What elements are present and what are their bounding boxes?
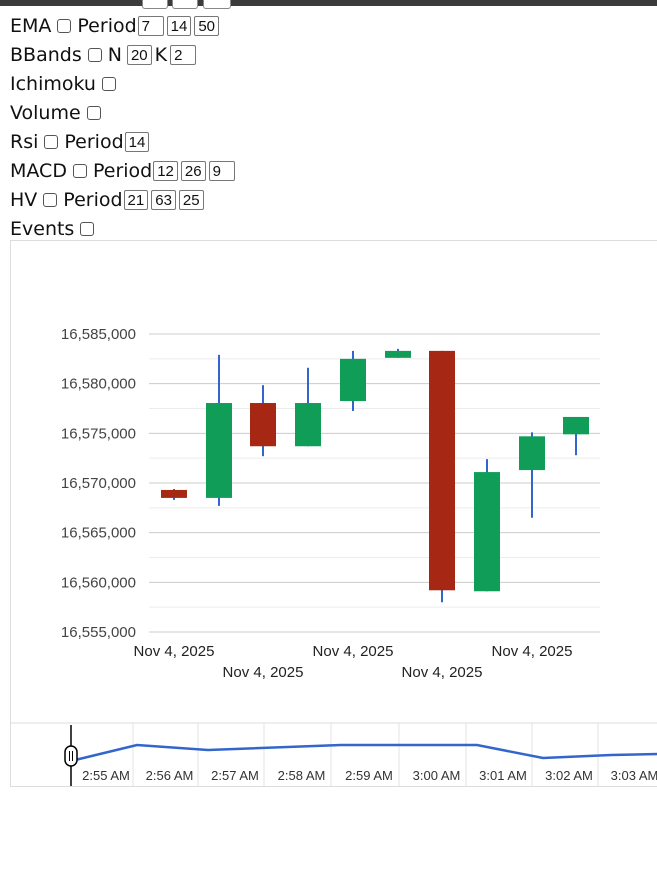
navigator-time-label: 2:55 AM bbox=[82, 768, 130, 783]
candle bbox=[474, 459, 500, 592]
param-input[interactable]: 21 bbox=[123, 189, 149, 210]
indicator-controls: EMA Period 7 14 50 BBands N 20 K 2 Ichimoku Volume R… bbox=[10, 11, 238, 243]
param-input[interactable]: 7 bbox=[137, 15, 164, 36]
candlestick-chart: 16,585,000 16,580,000 16,575,000 16,570,000… bbox=[11, 326, 657, 786]
candle bbox=[563, 416, 589, 456]
candle bbox=[206, 354, 232, 506]
param-input[interactable]: 63 bbox=[151, 189, 176, 210]
y-tick-label: 16,565,000 bbox=[61, 525, 136, 542]
candle-body bbox=[429, 350, 455, 591]
param-input[interactable]: 12 bbox=[153, 160, 178, 181]
indicator-checkbox[interactable] bbox=[57, 18, 72, 33]
param-input[interactable]: 50 bbox=[194, 15, 220, 36]
indicator-checkbox[interactable] bbox=[87, 47, 102, 62]
indicator-label: Volume bbox=[10, 101, 81, 124]
param-input[interactable]: 26 bbox=[180, 160, 206, 181]
navigator-series-line bbox=[70, 743, 657, 763]
param-input[interactable]: 25 bbox=[178, 189, 204, 210]
candle-body bbox=[519, 436, 545, 471]
candle bbox=[250, 385, 276, 457]
indicator-checkbox[interactable] bbox=[43, 192, 58, 207]
indicator-checkbox[interactable] bbox=[72, 163, 87, 178]
x-tick-label: Nov 4, 2025 bbox=[223, 664, 304, 681]
top-bar bbox=[0, 0, 657, 6]
indicator-label: Events bbox=[10, 217, 75, 240]
indicator-label: MACD bbox=[10, 159, 67, 182]
candle bbox=[519, 432, 545, 518]
navigator-time-label: 2:56 AM bbox=[146, 768, 194, 783]
navigator-time-label: 2:59 AM bbox=[345, 768, 393, 783]
navigator-time-label: 3:03 AM bbox=[611, 768, 657, 783]
indicator-row-bbands: BBands N 20 K 2 bbox=[10, 40, 238, 69]
indicator-label: BBands bbox=[10, 43, 82, 66]
x-tick-label: Nov 4, 2025 bbox=[134, 643, 215, 660]
candle-body bbox=[295, 403, 321, 447]
indicator-row-ema: EMA Period 7 14 50 bbox=[10, 11, 238, 40]
indicator-label: Ichimoku bbox=[10, 72, 96, 95]
candle bbox=[385, 348, 411, 358]
indicator-label: EMA bbox=[10, 14, 52, 37]
candle bbox=[161, 488, 187, 500]
y-tick-label: 16,575,000 bbox=[61, 425, 136, 442]
indicator-row-volume: Volume bbox=[10, 98, 238, 127]
y-tick-label: 16,585,000 bbox=[61, 326, 136, 343]
indicator-label: HV bbox=[10, 188, 38, 211]
param-label: K bbox=[154, 43, 168, 66]
candle-body bbox=[250, 403, 276, 447]
indicator-checkbox[interactable] bbox=[86, 105, 101, 120]
candle bbox=[295, 367, 321, 447]
input-partial bbox=[203, 0, 231, 9]
y-tick-label: 16,560,000 bbox=[61, 574, 136, 591]
x-tick-label: Nov 4, 2025 bbox=[313, 643, 394, 660]
y-tick-label: 16,555,000 bbox=[61, 624, 136, 641]
candle-body bbox=[563, 416, 589, 435]
candle-body bbox=[474, 472, 500, 592]
x-tick-label: Nov 4, 2025 bbox=[402, 664, 483, 681]
indicator-row-rsi: Rsi Period 14 bbox=[10, 127, 238, 156]
param-input[interactable]: 20 bbox=[126, 44, 152, 65]
param-input[interactable]: 14 bbox=[124, 131, 150, 152]
navigator-time-label: 2:58 AM bbox=[278, 768, 326, 783]
navigator-time-label: 2:57 AM bbox=[211, 768, 259, 783]
candle-body bbox=[206, 403, 232, 498]
indicator-checkbox[interactable] bbox=[44, 134, 59, 149]
candle-body bbox=[340, 358, 366, 402]
param-input[interactable]: 9 bbox=[208, 160, 235, 181]
candle bbox=[340, 350, 366, 411]
navigator-time-label: 3:02 AM bbox=[545, 768, 593, 783]
y-tick-label: 16,570,000 bbox=[61, 475, 136, 492]
input-partial bbox=[172, 0, 198, 9]
param-input[interactable]: 14 bbox=[166, 15, 192, 36]
navigator-time-label: 3:01 AM bbox=[479, 768, 527, 783]
indicator-row-ichimoku: Ichimoku bbox=[10, 69, 238, 98]
indicator-row-events: Events bbox=[10, 214, 238, 243]
candle-body bbox=[161, 489, 187, 498]
param-input[interactable]: 2 bbox=[170, 44, 197, 65]
indicator-label: Rsi bbox=[10, 130, 39, 153]
indicator-checkbox[interactable] bbox=[80, 221, 95, 236]
indicator-checkbox[interactable] bbox=[101, 76, 116, 91]
indicator-row-macd: MACD Period 12 26 9 bbox=[10, 156, 238, 185]
indicator-row-hv: HV Period 21 63 25 bbox=[10, 185, 238, 214]
candle bbox=[429, 350, 455, 603]
candle-body bbox=[385, 350, 411, 358]
param-label: N bbox=[107, 43, 122, 66]
x-tick-label: Nov 4, 2025 bbox=[492, 643, 573, 660]
y-tick-label: 16,580,000 bbox=[61, 376, 136, 393]
param-label: Period bbox=[64, 130, 124, 153]
param-label: Period bbox=[77, 14, 137, 37]
input-partial bbox=[142, 0, 168, 9]
chart-container: 16,585,000 16,580,000 16,575,000 16,570,000… bbox=[10, 240, 657, 787]
navigator-time-label: 3:00 AM bbox=[413, 768, 461, 783]
param-label: Period bbox=[63, 188, 123, 211]
param-label: Period bbox=[92, 159, 153, 182]
navigator-handle[interactable] bbox=[64, 745, 78, 767]
